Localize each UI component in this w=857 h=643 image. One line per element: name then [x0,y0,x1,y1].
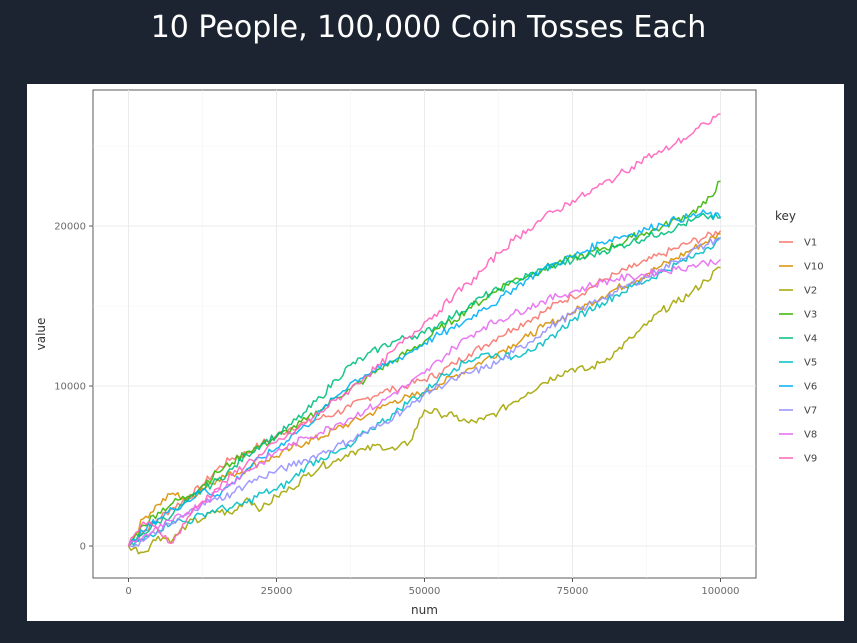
legend-title: key [775,209,796,223]
x-tick-label: 25000 [261,586,293,597]
x-tick-label: 0 [125,586,131,597]
legend-label-v2: V2 [804,286,817,297]
y-tick-label: 20000 [54,222,86,233]
x-tick-label: 100000 [701,586,739,597]
series-line-v7 [128,236,722,548]
series-line-v8 [127,258,721,547]
series-lines [127,113,722,555]
chart-panel: 0 25000 50000 75000 100000 0 10000 20000 num va… [27,84,844,621]
legend-label-v7: V7 [804,406,817,417]
series-line-v4 [127,212,721,547]
series-line-v1 [127,230,722,547]
y-tick-label: 10000 [54,382,86,393]
legend-label-v3: V3 [804,310,817,321]
x-axis-title: num [411,603,438,617]
slide-title: 10 People, 100,000 Coin Tosses Each [150,10,707,45]
axes: 0 25000 50000 75000 100000 0 10000 20000 [54,222,739,598]
series-line-v6 [127,209,722,547]
line-chart: 0 25000 50000 75000 100000 0 10000 20000 num va… [34,89,824,617]
x-tick-label: 75000 [557,586,589,597]
legend-label-v6: V6 [804,382,817,393]
legend-label-v9: V9 [804,454,817,465]
y-tick-label: 0 [80,542,86,553]
legend-label-v1: V1 [804,238,817,249]
legend-label-v4: V4 [804,334,817,345]
series-line-v9 [127,113,721,547]
legend-label-v8: V8 [804,430,817,441]
x-tick-label: 50000 [409,586,441,597]
legend-label-v10: V10 [804,262,824,273]
grid [93,90,756,578]
legend-label-v5: V5 [804,358,817,369]
legend: key V1 V10 V2 V3 V4 V5 V6 V7 V8 V9 [775,209,824,465]
y-axis-title: value [34,318,48,351]
